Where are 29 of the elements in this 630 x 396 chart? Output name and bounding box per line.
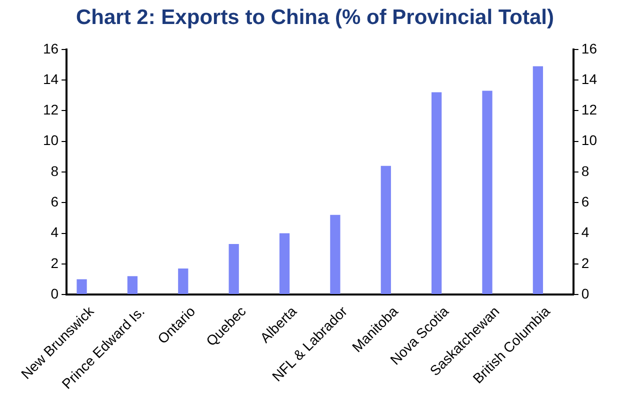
bar <box>279 233 290 294</box>
bar <box>127 276 138 294</box>
bar <box>432 92 442 294</box>
y2-tick-label: 4 <box>581 224 590 240</box>
y-tick-label: 10 <box>42 132 59 148</box>
y-tick-label: 16 <box>42 40 59 56</box>
y-tick-label: 2 <box>50 254 59 271</box>
bar <box>76 279 87 294</box>
y2-tick-label: 0 <box>581 285 590 302</box>
y-tick-label: 4 <box>50 224 59 240</box>
y-tick-label: 12 <box>42 102 59 118</box>
chart-title: Chart 2: Exports to China (% of Provincial Total) <box>75 6 555 31</box>
bar <box>330 214 340 294</box>
bar <box>228 244 239 294</box>
y2-tick-label: 10 <box>581 132 598 148</box>
y-tick-label: 8 <box>50 162 59 179</box>
bar <box>532 66 544 294</box>
bar <box>380 166 391 294</box>
y2-tick-label: 12 <box>581 102 598 118</box>
bar <box>482 90 492 294</box>
y2-tick-label: 8 <box>581 162 590 179</box>
y2-tick-label: 6 <box>581 193 590 210</box>
y-tick-label: 0 <box>50 285 59 302</box>
bar <box>178 268 188 294</box>
y2-tick-label: 14 <box>581 70 598 87</box>
y-tick-label: 6 <box>50 193 59 210</box>
y-tick-label: 14 <box>42 70 59 87</box>
y2-tick-label: 16 <box>581 40 598 56</box>
y2-tick-label: 2 <box>581 254 590 271</box>
